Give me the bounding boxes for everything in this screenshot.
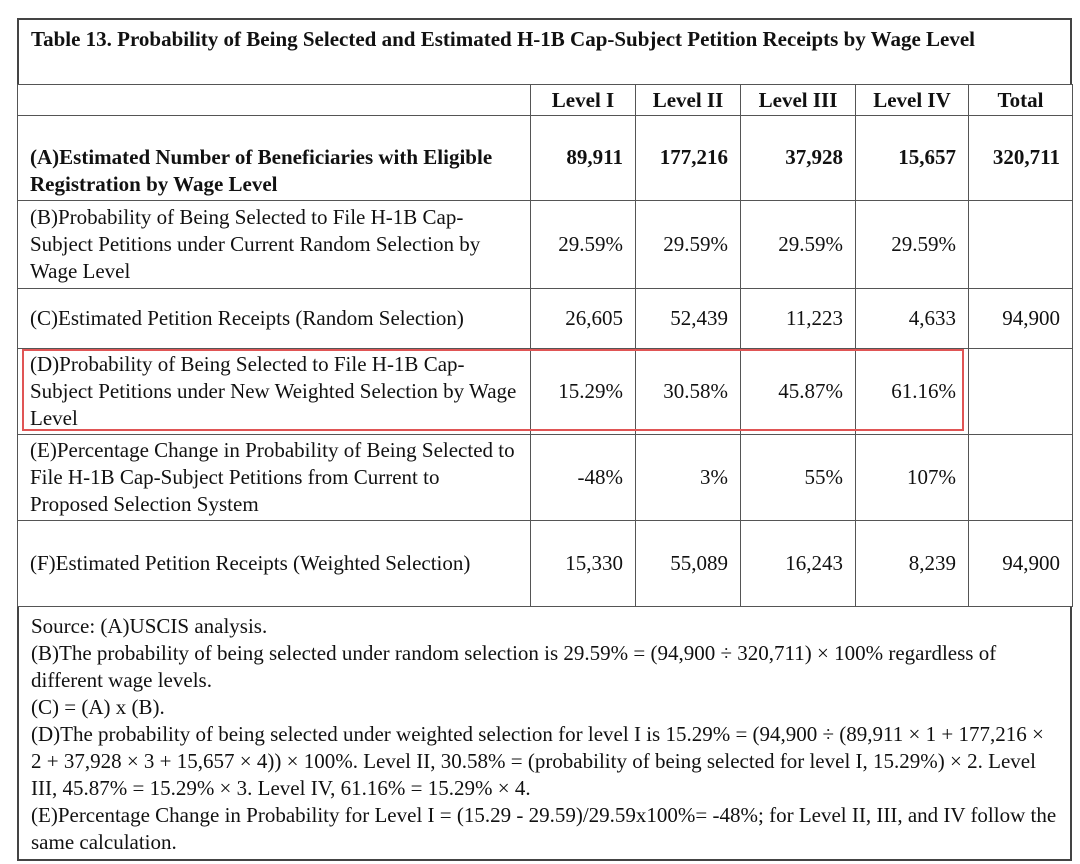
cell: 52,439	[635, 288, 741, 349]
cell: 30.58%	[635, 348, 741, 435]
table-row: (F)Estimated Petition Receipts (Weighted…	[17, 520, 1073, 607]
table-row: (A)Estimated Number of Beneficiaries wit…	[17, 115, 1073, 201]
header-blank	[17, 84, 531, 116]
cell: 61.16%	[855, 348, 969, 435]
note-c: (C) = (A) x (B).	[31, 695, 165, 719]
cell: 15,330	[530, 520, 636, 607]
row-label: (C)Estimated Petition Receipts (Random S…	[17, 288, 531, 349]
table-row: (E)Percentage Change in Probability of B…	[17, 434, 1073, 521]
header-level-1: Level I	[530, 84, 636, 116]
header-level-2: Level II	[635, 84, 741, 116]
cell: 3%	[635, 434, 741, 521]
cell: 94,900	[968, 520, 1073, 607]
cell	[968, 200, 1073, 289]
table-row: (C)Estimated Petition Receipts (Random S…	[17, 288, 1073, 349]
cell: 15.29%	[530, 348, 636, 435]
header-total: Total	[968, 84, 1073, 116]
cell: 4,633	[855, 288, 969, 349]
row-label: (D)Probability of Being Selected to File…	[17, 348, 531, 435]
table-row: (D)Probability of Being Selected to File…	[17, 348, 1073, 435]
row-label: (E)Percentage Change in Probability of B…	[17, 434, 531, 521]
cell: 26,605	[530, 288, 636, 349]
cell: 11,223	[740, 288, 856, 349]
note-source: Source: (A)USCIS analysis.	[31, 614, 268, 638]
cell: 45.87%	[740, 348, 856, 435]
header-level-4: Level IV	[855, 84, 969, 116]
cell: 37,928	[740, 115, 856, 201]
cell: 177,216	[635, 115, 741, 201]
cell: 8,239	[855, 520, 969, 607]
cell: 94,900	[968, 288, 1073, 349]
table-notes: Source: (A)USCIS analysis. (B)The probab…	[17, 607, 1072, 861]
table-13: Table 13. Probability of Being Selected …	[17, 18, 1073, 861]
note-e: (E)Percentage Change in Probability for …	[31, 803, 1057, 854]
row-label: (F)Estimated Petition Receipts (Weighted…	[17, 520, 531, 607]
cell: 16,243	[740, 520, 856, 607]
cell	[968, 348, 1073, 435]
cell: 55%	[740, 434, 856, 521]
table-row: (B)Probability of Being Selected to File…	[17, 200, 1073, 289]
header-row: Level I Level II Level III Level IV Tota…	[17, 84, 1073, 116]
cell: 29.59%	[635, 200, 741, 289]
cell: 89,911	[530, 115, 636, 201]
data-table: Level I Level II Level III Level IV Tota…	[17, 84, 1073, 607]
table-title: Table 13. Probability of Being Selected …	[17, 18, 1072, 84]
cell: 107%	[855, 434, 969, 521]
note-b: (B)The probability of being selected und…	[31, 641, 997, 692]
cell: -48%	[530, 434, 636, 521]
header-level-3: Level III	[740, 84, 856, 116]
cell: 55,089	[635, 520, 741, 607]
cell: 29.59%	[855, 200, 969, 289]
cell: 15,657	[855, 115, 969, 201]
cell: 29.59%	[530, 200, 636, 289]
cell: 320,711	[968, 115, 1073, 201]
row-label: (B)Probability of Being Selected to File…	[17, 200, 531, 289]
row-label: (A)Estimated Number of Beneficiaries wit…	[17, 115, 531, 201]
cell: 29.59%	[740, 200, 856, 289]
cell	[968, 434, 1073, 521]
note-d: (D)The probability of being selected und…	[31, 722, 1044, 800]
